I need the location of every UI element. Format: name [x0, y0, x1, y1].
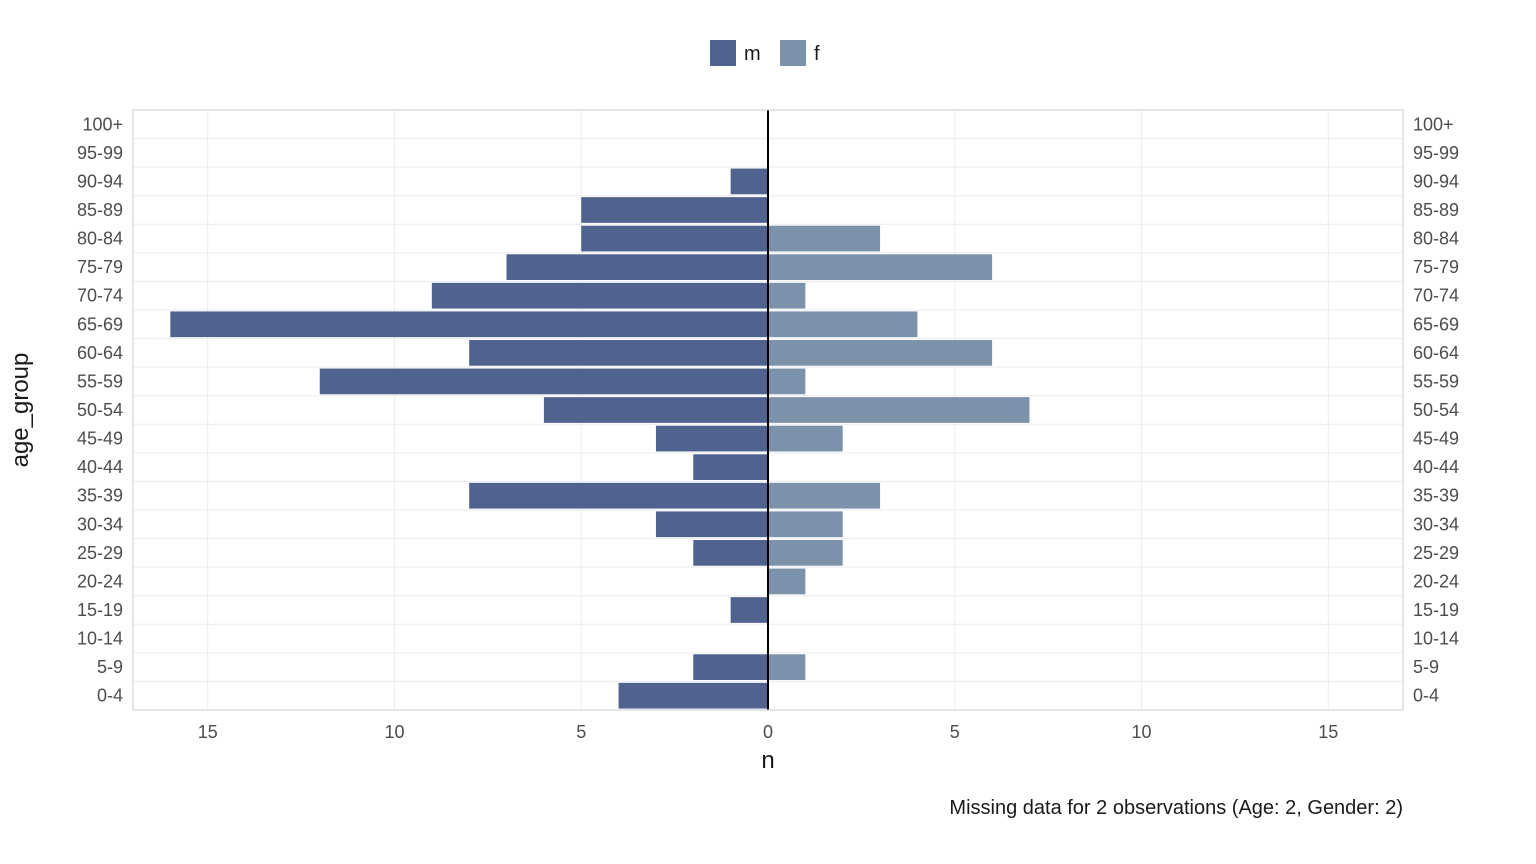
bar-f-80-84: [768, 226, 880, 252]
y-tick-label-right: 15-19: [1413, 600, 1459, 620]
bar-m-0-4: [619, 683, 768, 709]
y-tick-label-right: 5-9: [1413, 657, 1439, 677]
bar-m-45-49: [656, 426, 768, 452]
y-axis-title: age_group: [7, 353, 34, 468]
bar-f-45-49: [768, 426, 843, 452]
y-tick-label-left: 90-94: [77, 171, 123, 191]
bar-f-70-74: [768, 283, 805, 309]
bar-f-20-24: [768, 569, 805, 595]
y-tick-label-right: 75-79: [1413, 257, 1459, 277]
y-tick-label-right: 55-59: [1413, 371, 1459, 391]
y-tick-label-right: 40-44: [1413, 457, 1459, 477]
y-tick-label-left: 50-54: [77, 400, 123, 420]
x-axis-title: n: [761, 747, 774, 774]
legend-label-m: m: [744, 43, 761, 65]
bar-m-75-79: [507, 254, 768, 280]
y-tick-label-left: 55-59: [77, 371, 123, 391]
y-tick-label-left: 70-74: [77, 286, 123, 306]
bar-f-55-59: [768, 369, 805, 395]
x-tick-label: 0: [763, 722, 773, 742]
bar-m-70-74: [432, 283, 768, 309]
y-tick-label-left: 95-99: [77, 143, 123, 163]
y-tick-label-right: 25-29: [1413, 543, 1459, 563]
y-tick-label-right: 85-89: [1413, 200, 1459, 220]
x-tick-label: 10: [384, 722, 404, 742]
y-tick-label-left: 15-19: [77, 600, 123, 620]
y-tick-label-right: 30-34: [1413, 514, 1459, 534]
y-tick-label-right: 20-24: [1413, 571, 1459, 591]
y-tick-label-right: 100+: [1413, 114, 1454, 134]
bar-m-40-44: [693, 454, 768, 480]
legend-swatch-m: [710, 40, 736, 66]
x-tick-label: 10: [1132, 722, 1152, 742]
y-tick-label-left: 0-4: [97, 686, 123, 706]
x-tick-label: 15: [1318, 722, 1338, 742]
y-tick-label-right: 65-69: [1413, 314, 1459, 334]
y-tick-label-right: 50-54: [1413, 400, 1459, 420]
y-tick-label-right: 90-94: [1413, 171, 1459, 191]
bar-m-80-84: [581, 226, 768, 252]
bar-f-25-29: [768, 540, 843, 566]
bar-m-60-64: [469, 340, 768, 366]
y-tick-label-left: 85-89: [77, 200, 123, 220]
y-tick-label-left: 75-79: [77, 257, 123, 277]
bar-m-30-34: [656, 511, 768, 537]
legend-label-f: f: [814, 43, 820, 65]
y-tick-label-left: 30-34: [77, 514, 123, 534]
bar-f-5-9: [768, 654, 805, 680]
x-tick-label: 5: [576, 722, 586, 742]
legend-swatch-f: [780, 40, 806, 66]
bar-m-85-89: [581, 197, 768, 223]
bar-f-75-79: [768, 254, 992, 280]
y-tick-label-right: 70-74: [1413, 286, 1459, 306]
y-tick-label-left: 10-14: [77, 629, 123, 649]
chart-container: 15 10 5 0 5 10 15 n 0-4 0-4 5-9 5-9 10-14 10-14 15-19 1…: [0, 0, 1536, 864]
bar-m-15-19: [731, 597, 768, 623]
pyramid-chart-svg: 15 10 5 0 5 10 15 n 0-4 0-4 5-9 5-9 10-14 10-14 15-19 1…: [0, 0, 1536, 864]
bar-m-5-9: [693, 654, 768, 680]
bar-m-50-54: [544, 397, 768, 423]
y-tick-label-left: 65-69: [77, 314, 123, 334]
bar-m-35-39: [469, 483, 768, 509]
x-tick-label: 5: [950, 722, 960, 742]
x-tick-label: 15: [198, 722, 218, 742]
y-tick-label-left: 45-49: [77, 429, 123, 449]
y-tick-label-left: 25-29: [77, 543, 123, 563]
y-tick-label-left: 20-24: [77, 571, 123, 591]
bar-m-90-94: [731, 169, 768, 195]
y-tick-label-left: 40-44: [77, 457, 123, 477]
bar-f-65-69: [768, 311, 917, 337]
bar-m-65-69: [170, 311, 768, 337]
y-tick-label-right: 35-39: [1413, 486, 1459, 506]
y-tick-label-right: 60-64: [1413, 343, 1459, 363]
y-tick-label-right: 95-99: [1413, 143, 1459, 163]
y-tick-label-left: 60-64: [77, 343, 123, 363]
y-tick-label-left: 35-39: [77, 486, 123, 506]
bar-m-25-29: [693, 540, 768, 566]
bar-m-55-59: [320, 369, 768, 395]
y-tick-label-right: 10-14: [1413, 629, 1459, 649]
bar-f-30-34: [768, 511, 843, 537]
bar-f-60-64: [768, 340, 992, 366]
y-tick-label-left: 5-9: [97, 657, 123, 677]
chart-caption: Missing data for 2 observations (Age: 2,…: [949, 797, 1403, 819]
y-tick-label-left: 100+: [82, 114, 123, 134]
bar-f-35-39: [768, 483, 880, 509]
bar-f-50-54: [768, 397, 1029, 423]
y-tick-label-right: 45-49: [1413, 429, 1459, 449]
y-tick-label-left: 80-84: [77, 229, 123, 249]
y-tick-label-right: 0-4: [1413, 686, 1439, 706]
y-tick-label-right: 80-84: [1413, 229, 1459, 249]
